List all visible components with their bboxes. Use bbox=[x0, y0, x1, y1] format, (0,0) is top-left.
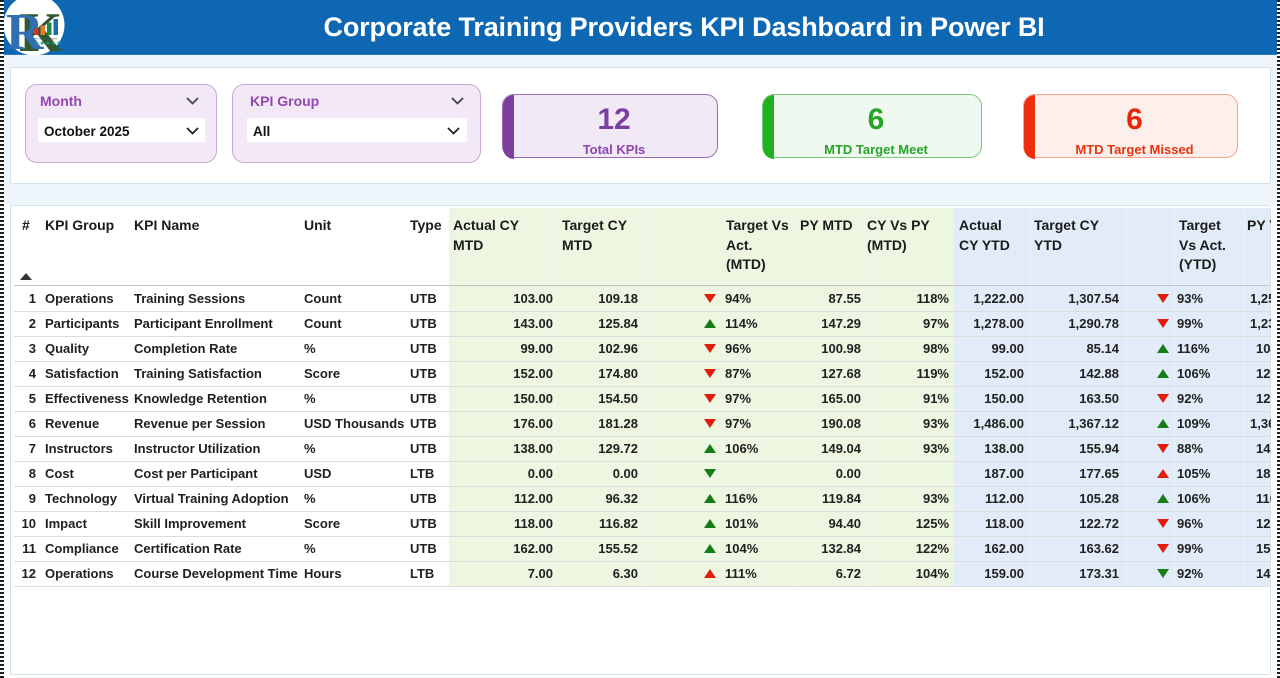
svg-text:★★★★★: ★★★★★ bbox=[34, 40, 62, 47]
svg-text:An EXcel Expert: An EXcel Expert bbox=[35, 37, 57, 41]
svg-text:R: R bbox=[6, 4, 45, 57]
